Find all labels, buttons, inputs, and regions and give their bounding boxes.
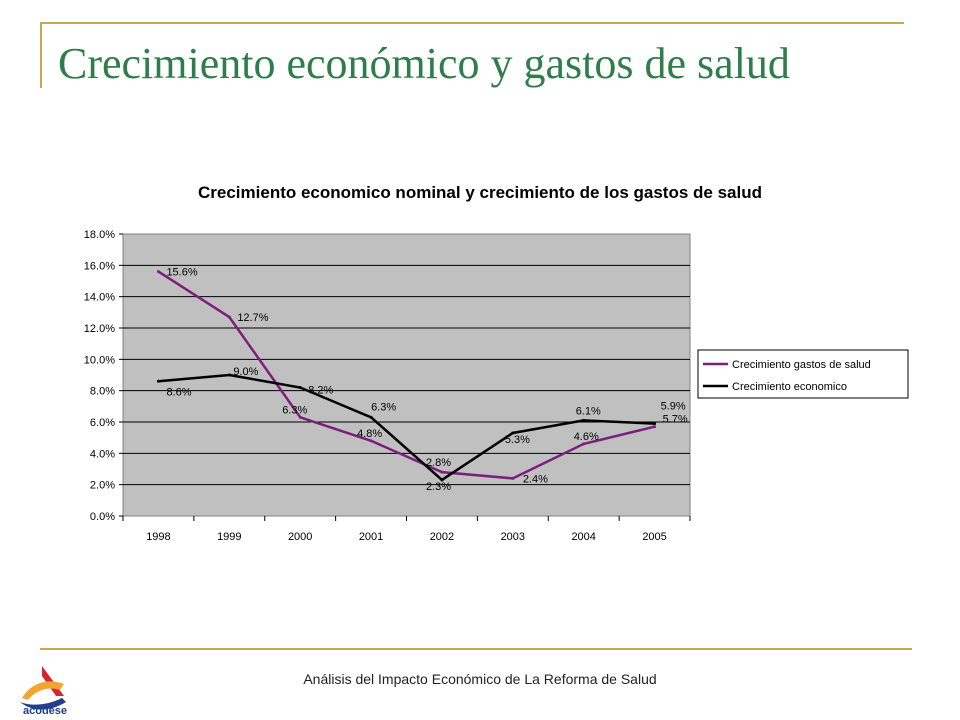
footer-text: Análisis del Impacto Económico de La Ref… <box>303 671 657 687</box>
data-label: 2.3% <box>426 481 451 493</box>
series-line-health <box>157 270 655 480</box>
data-point <box>582 418 586 422</box>
data-point <box>298 415 302 419</box>
data-point <box>440 470 444 474</box>
x-tick-label: 2002 <box>430 531 454 543</box>
logo-text: acodese <box>23 705 67 716</box>
y-tick-label: 12.0% <box>84 323 115 335</box>
data-label: 9.0% <box>233 366 258 378</box>
y-tick-label: 18.0% <box>84 229 115 241</box>
y-tick-label: 14.0% <box>84 292 115 304</box>
data-point <box>511 476 515 480</box>
side-rule <box>40 22 42 88</box>
data-label: 5.3% <box>505 434 530 446</box>
x-tick-label: 1999 <box>217 531 241 543</box>
data-label: 6.3% <box>282 404 307 416</box>
slide-title: Crecimiento económico y gastos de salud <box>58 39 790 88</box>
x-tick-label: 2000 <box>288 531 312 543</box>
data-label: 15.6% <box>166 267 197 279</box>
chart-title: Crecimiento economico nominal y crecimie… <box>198 183 762 202</box>
legend-label: Crecimiento economico <box>732 381 847 393</box>
data-point <box>156 270 160 274</box>
legend-box <box>697 349 909 399</box>
x-tick-label: 1998 <box>146 531 170 543</box>
data-label: 2.8% <box>426 457 451 469</box>
x-tick-label: 2004 <box>571 531 595 543</box>
series-line-economy <box>158 373 655 482</box>
x-tick-label: 2003 <box>501 531 525 543</box>
data-point <box>440 478 444 482</box>
y-tick-label: 8.0% <box>90 386 115 398</box>
x-tick-label: 2001 <box>359 531 383 543</box>
y-tick-label: 10.0% <box>84 354 115 366</box>
y-tick-label: 16.0% <box>84 260 115 272</box>
y-tick-label: 6.0% <box>90 417 115 429</box>
data-label: 4.8% <box>357 428 382 440</box>
plot-area <box>122 233 691 517</box>
data-point <box>653 425 657 429</box>
data-point <box>369 415 373 419</box>
x-tick-label: 2005 <box>642 531 666 543</box>
line-chart: Crecimiento economico nominal y crecimie… <box>84 183 909 543</box>
data-point <box>227 315 231 319</box>
y-tick-label: 4.0% <box>90 448 115 460</box>
data-label: 5.9% <box>661 401 686 413</box>
bottom-rule <box>40 648 912 650</box>
data-label: 8.6% <box>166 386 191 398</box>
data-point <box>653 422 657 426</box>
data-point <box>582 442 586 446</box>
data-label: 2.4% <box>523 473 548 485</box>
legend-label: Crecimiento gastos de salud <box>732 359 871 371</box>
data-label: 12.7% <box>237 312 268 324</box>
data-point <box>156 379 160 383</box>
acodese-logo: acodese <box>20 666 67 716</box>
data-label: 4.6% <box>574 431 599 443</box>
data-point <box>511 431 515 435</box>
data-point <box>227 373 231 377</box>
data-label: 8.2% <box>308 385 333 397</box>
top-rule <box>40 22 904 24</box>
y-tick-label: 0.0% <box>90 511 115 523</box>
data-label: 6.3% <box>371 401 396 413</box>
data-label: 6.1% <box>576 405 601 417</box>
y-tick-label: 2.0% <box>90 480 115 492</box>
data-point <box>298 386 302 390</box>
data-point <box>369 439 373 443</box>
data-label: 5.7% <box>663 414 688 426</box>
